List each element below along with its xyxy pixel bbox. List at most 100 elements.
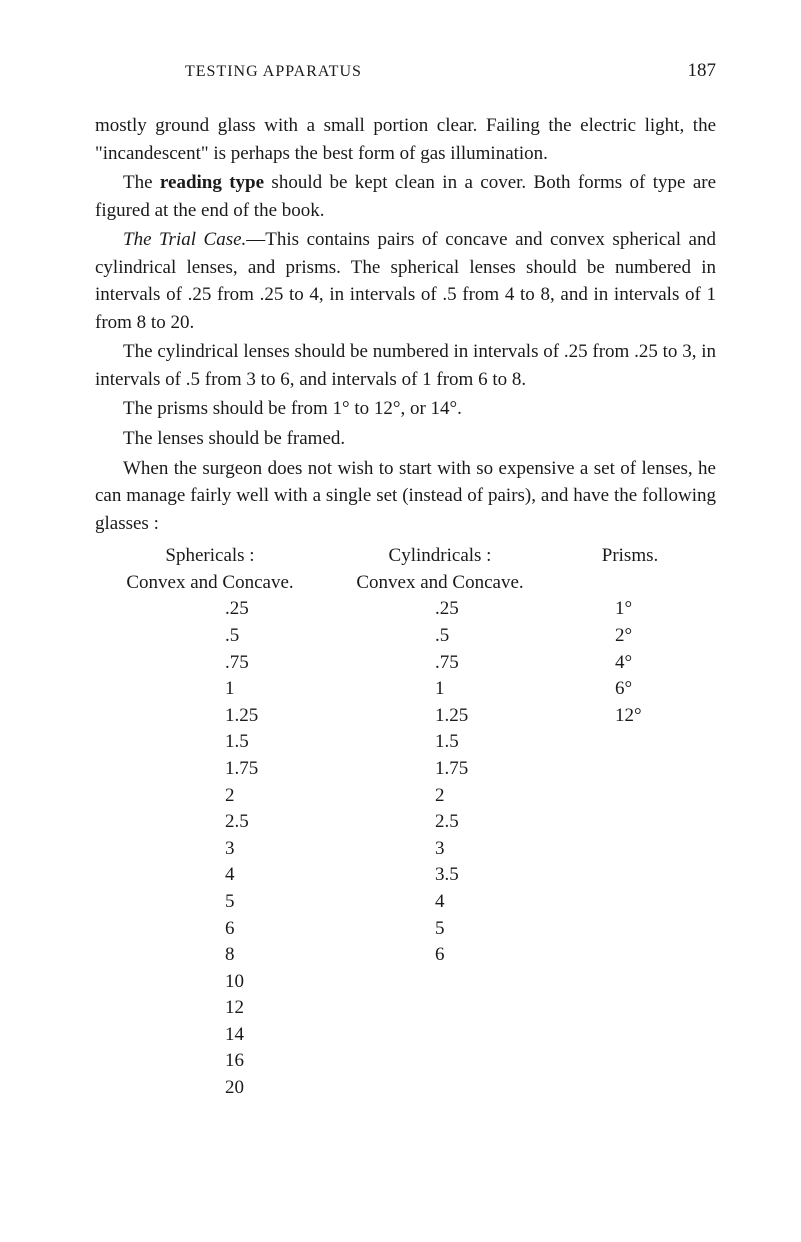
table-row: 16: [95, 1048, 716, 1075]
cell-prisms: 6°: [555, 676, 705, 703]
cell-sphericals: 3: [95, 836, 325, 863]
cell-prisms: 12°: [555, 703, 705, 730]
cell-prisms: [555, 836, 705, 863]
cell-cylindricals: .75: [325, 650, 555, 677]
cell-cylindricals: 1.5: [325, 729, 555, 756]
cell-sphericals: 1.75: [95, 756, 325, 783]
table-header-row-1: Sphericals : Cylindricals : Prisms.: [95, 543, 716, 570]
header-cylindricals-2: Convex and Concave.: [325, 570, 555, 597]
cell-cylindricals: [325, 969, 555, 996]
cell-cylindricals: 6: [325, 942, 555, 969]
page-header: TESTING APPARATUS 187: [95, 60, 716, 82]
paragraph-7: When the surgeon does not wish to start …: [95, 455, 716, 538]
cell-sphericals: 10: [95, 969, 325, 996]
table-row: 2.52.5: [95, 809, 716, 836]
header-title: TESTING APPARATUS: [185, 63, 362, 81]
paragraph-5: The prisms should be from 1° to 12°, or …: [95, 395, 716, 423]
p6-text: The lenses should be framed.: [123, 428, 345, 449]
header-sphericals-1: Sphericals :: [95, 543, 325, 570]
table-row: .25.251°: [95, 596, 716, 623]
lens-table: Sphericals : Cylindricals : Prisms. Conv…: [95, 543, 716, 1101]
cell-prisms: [555, 1022, 705, 1049]
table-row: .75.754°: [95, 650, 716, 677]
paragraph-1: mostly ground glass with a small portion…: [95, 112, 716, 167]
cell-prisms: [555, 783, 705, 810]
table-row: .5.52°: [95, 623, 716, 650]
table-row: 1.251.2512°: [95, 703, 716, 730]
table-body: .25.251°.5.52°.75.754°116°1.251.2512°1.5…: [95, 596, 716, 1101]
table-row: 43.5: [95, 862, 716, 889]
cell-cylindricals: 1.25: [325, 703, 555, 730]
cell-prisms: [555, 1048, 705, 1075]
table-row: 10: [95, 969, 716, 996]
cell-sphericals: 1.5: [95, 729, 325, 756]
cell-cylindricals: [325, 1075, 555, 1102]
header-prisms-blank: [555, 570, 705, 597]
cell-sphericals: 14: [95, 1022, 325, 1049]
cell-sphericals: 2.5: [95, 809, 325, 836]
cell-cylindricals: .5: [325, 623, 555, 650]
header-prisms: Prisms.: [555, 543, 705, 570]
p4-text: The cylindrical lenses should be numbere…: [95, 341, 716, 390]
cell-sphericals: 6: [95, 916, 325, 943]
table-row: 86: [95, 942, 716, 969]
cell-prisms: 4°: [555, 650, 705, 677]
p1-text: mostly ground glass with a small portion…: [95, 115, 716, 164]
cell-cylindricals: 3: [325, 836, 555, 863]
cell-prisms: [555, 942, 705, 969]
cell-cylindricals: 3.5: [325, 862, 555, 889]
cell-prisms: [555, 916, 705, 943]
cell-cylindricals: 2: [325, 783, 555, 810]
cell-cylindricals: 5: [325, 916, 555, 943]
paragraph-6: The lenses should be framed.: [95, 425, 716, 453]
page-number: 187: [688, 60, 717, 82]
p3-italic: The Trial Case.: [123, 229, 246, 250]
cell-sphericals: 1: [95, 676, 325, 703]
cell-cylindricals: 2.5: [325, 809, 555, 836]
cell-sphericals: 20: [95, 1075, 325, 1102]
table-row: 1.51.5: [95, 729, 716, 756]
table-row: 54: [95, 889, 716, 916]
body-text: mostly ground glass with a small portion…: [95, 112, 716, 1102]
table-row: 65: [95, 916, 716, 943]
p7-text: When the surgeon does not wish to start …: [95, 458, 716, 534]
cell-sphericals: 4: [95, 862, 325, 889]
cell-cylindricals: .25: [325, 596, 555, 623]
table-row: 12: [95, 995, 716, 1022]
header-sphericals-2: Convex and Concave.: [95, 570, 325, 597]
cell-prisms: [555, 729, 705, 756]
table-row: 22: [95, 783, 716, 810]
cell-prisms: [555, 889, 705, 916]
cell-prisms: [555, 756, 705, 783]
cell-sphericals: .5: [95, 623, 325, 650]
cell-sphericals: 5: [95, 889, 325, 916]
header-cylindricals-1: Cylindricals :: [325, 543, 555, 570]
p5-text: The prisms should be from 1° to 12°, or …: [123, 398, 462, 419]
cell-sphericals: .75: [95, 650, 325, 677]
table-row: 1.751.75: [95, 756, 716, 783]
cell-sphericals: 8: [95, 942, 325, 969]
table-header-row-2: Convex and Concave. Convex and Concave.: [95, 570, 716, 597]
cell-prisms: [555, 809, 705, 836]
cell-prisms: [555, 862, 705, 889]
cell-cylindricals: [325, 995, 555, 1022]
paragraph-3: The Trial Case.—This contains pairs of c…: [95, 226, 716, 336]
table-row: 14: [95, 1022, 716, 1049]
cell-sphericals: 12: [95, 995, 325, 1022]
cell-prisms: [555, 1075, 705, 1102]
p2-pre: The: [123, 172, 160, 193]
table-row: 33: [95, 836, 716, 863]
page-container: TESTING APPARATUS 187 mostly ground glas…: [0, 0, 801, 1162]
cell-cylindricals: 1: [325, 676, 555, 703]
p2-bold: reading type: [160, 172, 264, 193]
cell-prisms: [555, 995, 705, 1022]
cell-cylindricals: [325, 1022, 555, 1049]
cell-cylindricals: [325, 1048, 555, 1075]
cell-sphericals: .25: [95, 596, 325, 623]
table-row: 116°: [95, 676, 716, 703]
paragraph-2: The reading type should be kept clean in…: [95, 169, 716, 224]
cell-prisms: 1°: [555, 596, 705, 623]
table-row: 20: [95, 1075, 716, 1102]
cell-prisms: [555, 969, 705, 996]
cell-prisms: 2°: [555, 623, 705, 650]
